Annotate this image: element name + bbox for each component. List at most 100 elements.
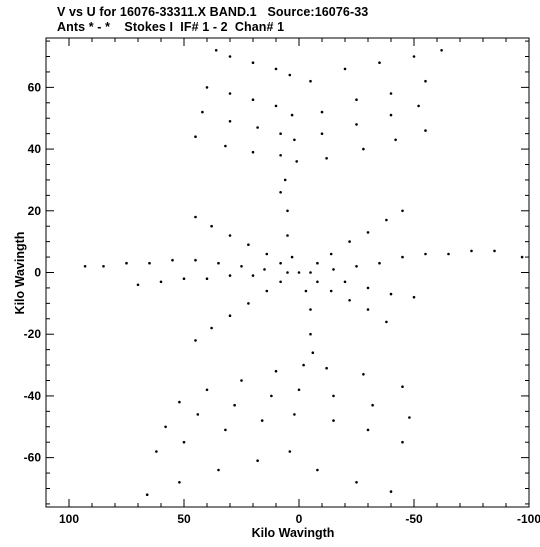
data-point bbox=[389, 113, 393, 117]
data-point bbox=[325, 366, 328, 370]
y-tick-label: -60 bbox=[24, 451, 42, 465]
data-point bbox=[290, 113, 294, 117]
data-point bbox=[136, 283, 140, 287]
data-point bbox=[332, 394, 335, 398]
data-point bbox=[164, 425, 167, 429]
data-point bbox=[283, 178, 287, 182]
data-point bbox=[366, 231, 370, 234]
data-point bbox=[304, 289, 308, 293]
data-point bbox=[355, 481, 358, 484]
data-point bbox=[297, 271, 301, 274]
data-point bbox=[279, 191, 282, 194]
data-point bbox=[401, 209, 404, 213]
data-point bbox=[355, 265, 358, 268]
data-point bbox=[178, 400, 181, 404]
data-point bbox=[297, 388, 301, 392]
data-point bbox=[217, 468, 220, 472]
data-point bbox=[311, 351, 315, 355]
data-point bbox=[412, 295, 416, 299]
data-point bbox=[362, 147, 365, 151]
data-point bbox=[309, 308, 312, 311]
x-tick-label: 100 bbox=[59, 512, 79, 526]
data-point bbox=[320, 110, 324, 114]
data-point bbox=[286, 209, 289, 213]
data-point bbox=[286, 271, 289, 274]
data-point bbox=[260, 419, 264, 422]
data-point bbox=[378, 261, 381, 265]
data-point bbox=[102, 265, 105, 268]
data-point bbox=[424, 129, 427, 132]
data-point bbox=[401, 440, 404, 444]
data-point bbox=[155, 450, 158, 453]
data-point bbox=[194, 258, 197, 262]
data-point bbox=[251, 98, 255, 101]
data-point bbox=[279, 261, 282, 265]
data-point bbox=[408, 416, 411, 419]
x-tick-label: -100 bbox=[517, 512, 540, 526]
data-point bbox=[279, 280, 282, 284]
data-point bbox=[194, 215, 197, 219]
data-point bbox=[424, 252, 427, 256]
data-point bbox=[247, 243, 250, 246]
data-point bbox=[348, 240, 351, 243]
x-tick-label: 0 bbox=[296, 512, 303, 526]
data-point bbox=[362, 373, 365, 376]
data-point bbox=[205, 277, 209, 281]
data-point bbox=[228, 92, 232, 95]
data-point bbox=[309, 271, 312, 274]
y-tick-label: 40 bbox=[28, 142, 42, 156]
data-point bbox=[440, 49, 443, 52]
data-point bbox=[228, 234, 232, 237]
data-point bbox=[288, 450, 292, 453]
data-point bbox=[412, 55, 416, 58]
data-point bbox=[290, 255, 294, 259]
data-point bbox=[520, 255, 524, 259]
x-tick-label: 50 bbox=[177, 512, 191, 526]
data-point bbox=[217, 261, 220, 265]
y-tick-label: 0 bbox=[34, 266, 41, 280]
data-point bbox=[332, 419, 335, 422]
data-point bbox=[447, 252, 450, 256]
data-point bbox=[288, 73, 292, 77]
data-point bbox=[274, 369, 278, 373]
data-point bbox=[194, 135, 197, 138]
data-point bbox=[325, 157, 328, 160]
data-point bbox=[182, 277, 186, 281]
data-point bbox=[371, 403, 374, 407]
x-axis-label: Kilo Wavingth bbox=[252, 526, 335, 540]
data-point bbox=[214, 49, 218, 52]
data-point bbox=[182, 440, 186, 444]
data-point bbox=[295, 160, 299, 163]
data-point bbox=[424, 79, 427, 83]
data-point bbox=[343, 67, 347, 71]
data-point bbox=[366, 286, 370, 290]
data-point bbox=[171, 258, 174, 262]
data-point bbox=[256, 126, 259, 129]
data-point bbox=[228, 274, 232, 277]
axes: 100 50 0 -50 -100 -60 -40 -20 0 20 40 60 bbox=[24, 38, 540, 526]
data-point bbox=[316, 468, 319, 472]
data-point bbox=[263, 268, 266, 271]
data-point bbox=[251, 274, 255, 277]
data-point bbox=[265, 289, 269, 293]
data-point bbox=[493, 249, 496, 253]
data-point bbox=[329, 289, 333, 293]
data-point bbox=[224, 428, 227, 432]
data-point bbox=[286, 234, 289, 237]
data-point bbox=[320, 132, 324, 135]
data-point bbox=[355, 123, 358, 126]
data-point bbox=[148, 261, 151, 265]
data-point bbox=[293, 413, 296, 416]
data-point bbox=[178, 481, 181, 484]
data-point bbox=[274, 104, 278, 108]
data-point bbox=[205, 86, 209, 89]
y-tick-label: -40 bbox=[24, 389, 42, 403]
data-point bbox=[228, 314, 232, 318]
y-tick-label: 20 bbox=[28, 204, 42, 218]
data-point bbox=[394, 138, 397, 142]
data-point bbox=[316, 280, 319, 284]
chart-title: V vs U for 16076-33311.X BAND.1 Source:1… bbox=[57, 5, 369, 19]
data-point bbox=[366, 428, 370, 432]
uv-points bbox=[83, 49, 524, 497]
data-point bbox=[355, 98, 358, 101]
